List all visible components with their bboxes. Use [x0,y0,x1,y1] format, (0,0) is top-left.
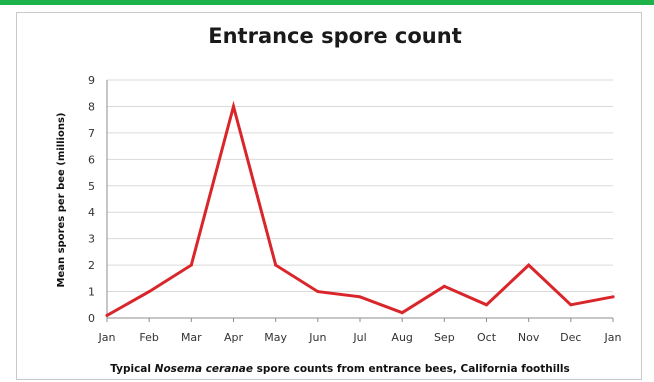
y-tick-label: 6 [88,153,95,166]
x-tick-labels: Jan Feb Mar Apr May Jun Jul Aug Sep Oct Nov Dec Jan [98,331,622,344]
data-point [274,263,278,267]
data-point [400,311,404,315]
caption-suffix: spore counts from entrance bees, Califor… [253,363,570,375]
x-tick-label: Oct [477,331,497,344]
data-point [569,303,573,307]
y-tick-labels: 0 1 2 3 4 5 6 7 8 9 [88,74,95,325]
grid-lines [107,79,613,293]
y-axis-label: Mean spores per bee (millions) [56,113,67,288]
x-tick-label: Jul [352,331,366,344]
data-point [105,313,109,317]
y-tick-label: 0 [88,312,95,325]
data-point [527,263,531,267]
chart-title: Entrance spore count [208,24,462,48]
x-tick-label: Jan [98,331,116,344]
data-point [189,263,193,267]
x-tick-label: Feb [139,331,158,344]
x-tick-label: Mar [181,331,202,344]
data-point [232,104,235,108]
x-tick-label: Jun [308,331,326,344]
y-tick-label: 7 [88,127,95,140]
top-green-bar [0,0,654,5]
y-tick-label: 3 [88,233,95,246]
x-tick-label: Sep [434,331,455,344]
data-point [316,290,320,294]
caption-species: Nosema ceranae [155,363,253,375]
x-tick-label: Jan [604,331,622,344]
caption-prefix: Typical [110,363,154,375]
x-tick-label: Aug [391,331,412,344]
series-line [105,100,615,317]
chart-caption: Typical Nosema ceranae spore counts from… [110,363,570,375]
x-tick-label: Dec [560,331,581,344]
data-point [358,295,362,299]
data-point [147,290,151,294]
chart-panel [16,12,642,380]
y-tick-label: 9 [88,74,95,87]
y-tick-label: 5 [88,180,95,193]
data-point [442,284,446,288]
axes [106,80,614,322]
x-tick-label: May [264,331,287,344]
series-group [105,100,615,317]
data-point [485,303,488,307]
y-tick-label: 4 [88,206,95,219]
y-tick-label: 2 [88,259,95,272]
y-tick-label: 8 [88,100,95,113]
x-tick-label: Nov [518,331,540,344]
y-tick-label: 1 [88,286,95,299]
data-point [611,295,615,299]
x-tick-label: Apr [224,331,244,344]
